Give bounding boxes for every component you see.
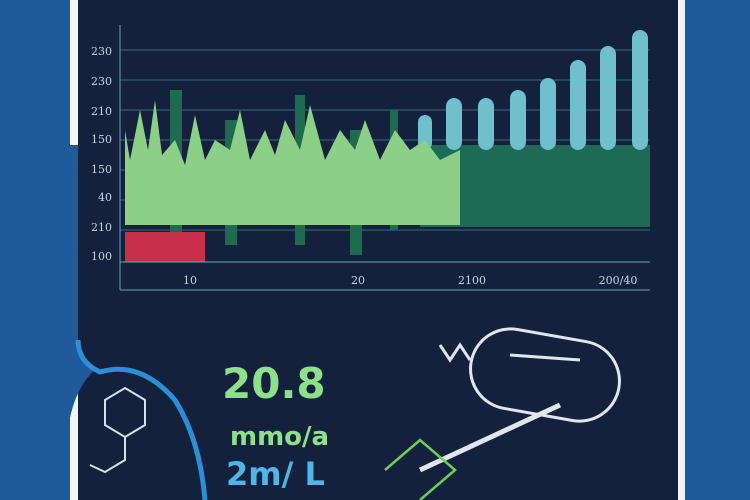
bar — [570, 60, 586, 150]
molecule-icon — [89, 386, 146, 474]
red-block — [125, 232, 205, 262]
y-label: 210 — [91, 105, 112, 118]
bar — [418, 115, 432, 150]
diamond-icon — [384, 438, 457, 500]
y-label: 150 — [91, 133, 112, 146]
y-label: 100 — [91, 250, 112, 263]
bar — [540, 78, 556, 150]
bar — [632, 30, 648, 150]
bar — [446, 98, 462, 150]
readout-value: 20.8 — [222, 359, 326, 408]
x-label: 10 — [183, 274, 197, 287]
y-label: 230 — [91, 75, 112, 88]
y-label: 40 — [98, 191, 112, 204]
bar — [600, 46, 616, 150]
meter-line — [509, 353, 581, 362]
bar — [510, 90, 526, 150]
y-label: 230 — [91, 45, 112, 58]
y-label: 210 — [91, 221, 112, 234]
bar — [478, 98, 494, 150]
x-label: 20 — [351, 274, 365, 287]
readout-secondary: 2m/ L — [226, 455, 325, 493]
wave — [438, 342, 472, 363]
readout-unit: mmo/a — [230, 422, 329, 452]
green-area — [125, 100, 460, 225]
side-shape — [0, 145, 95, 500]
x-label: 200/40 — [599, 274, 638, 287]
side-curve — [75, 339, 208, 500]
molecule — [89, 386, 146, 474]
y-label: 150 — [91, 163, 112, 176]
x-label: 2100 — [458, 274, 486, 287]
tall-bars — [418, 30, 648, 150]
